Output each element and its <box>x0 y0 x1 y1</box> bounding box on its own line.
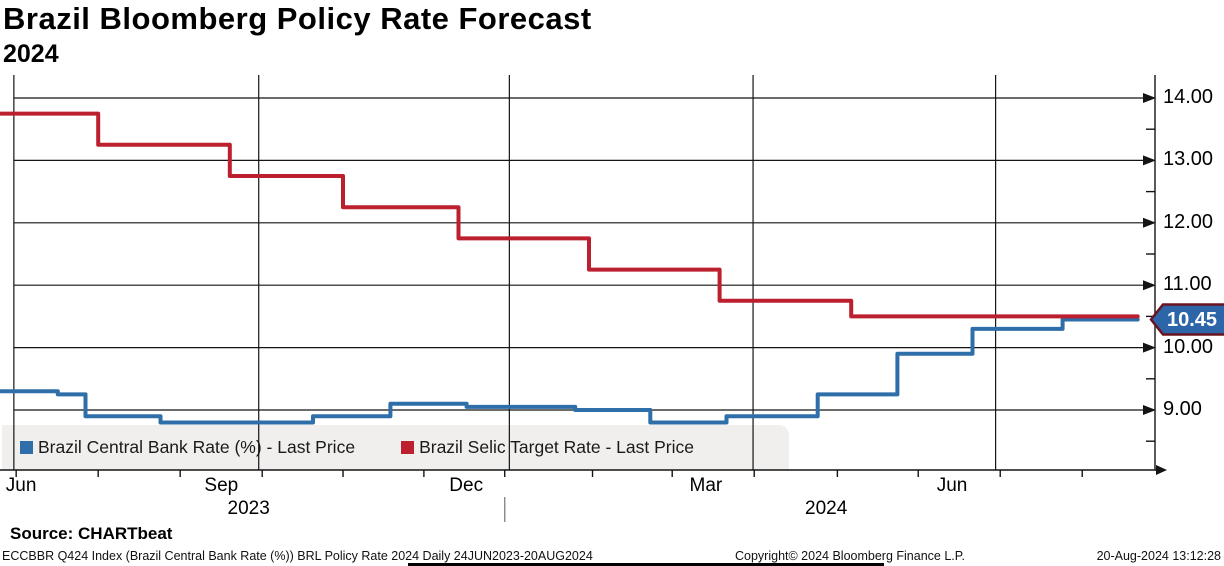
y-tick-arrow <box>1143 155 1156 166</box>
footer-index-description: ECCBBR Q424 Index (Brazil Central Bank R… <box>2 549 593 563</box>
selic-target-rate-swatch <box>401 441 415 454</box>
page-subtitle: 2024 <box>3 40 59 68</box>
legend-item-central-bank-rate: Brazil Central Bank Rate (%) - Last Pric… <box>20 437 355 458</box>
source-line: Source: CHARTbeat <box>10 524 173 543</box>
y-tick-arrow <box>1143 405 1156 415</box>
x-axis-arrow <box>1156 465 1167 475</box>
y-tick-arrow <box>1143 217 1156 228</box>
x-month-label: Dec <box>449 475 484 496</box>
y-axis-label: 10.00 <box>1163 335 1214 358</box>
x-month-label: Mar <box>689 475 723 496</box>
footer-timestamp: 20-Aug-2024 13:12:28 <box>1096 549 1221 563</box>
last-price-tag <box>1149 303 1224 336</box>
y-axis-label: 12.00 <box>1163 210 1214 233</box>
y-tick-arrow <box>1143 93 1156 103</box>
selic-target-rate-line <box>0 111 1140 319</box>
y-axis-label: 9.00 <box>1163 398 1202 421</box>
x-year-label: 2024 <box>805 498 848 519</box>
y-axis-label: 14.00 <box>1163 86 1214 109</box>
chart-legend: Brazil Central Bank Rate (%) - Last Pric… <box>2 425 789 470</box>
y-tick-arrow <box>1143 280 1156 291</box>
y-axis-label: 13.00 <box>1163 148 1214 171</box>
y-tick-arrow <box>1143 342 1156 353</box>
page-title: Brazil Bloomberg Policy Rate Forecast <box>3 1 592 36</box>
x-month-label: Sep <box>204 475 239 496</box>
bottom-edge-bar <box>408 563 884 566</box>
legend-label: Brazil Central Bank Rate (%) - Last Pric… <box>38 437 356 457</box>
x-month-label: Jun <box>936 475 968 496</box>
central-bank-rate-line <box>0 317 1140 425</box>
x-month-label: Jun <box>5 475 37 496</box>
footer-copyright: Copyright© 2024 Bloomberg Finance L.P. <box>735 549 965 563</box>
x-year-label: 2023 <box>227 498 270 519</box>
y-axis-label: 11.00 <box>1163 273 1212 296</box>
legend-item-selic-target-rate: Brazil Selic Target Rate - Last Price <box>401 437 694 458</box>
legend-label: Brazil Selic Target Rate - Last Price <box>419 437 694 457</box>
central-bank-rate-swatch <box>20 441 33 454</box>
last-price-tag-label: 10.45 <box>1167 309 1217 331</box>
